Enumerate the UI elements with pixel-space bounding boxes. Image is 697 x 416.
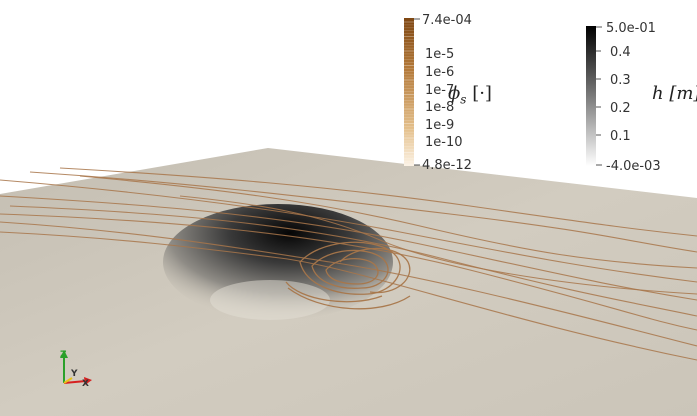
- x-axis-label: X: [82, 379, 89, 389]
- y-axis-line: [63, 377, 73, 384]
- streamline: [311, 249, 389, 289]
- phi-max-label: 7.4e-04: [422, 13, 472, 28]
- h-tick-0.2: 0.2: [610, 101, 631, 116]
- x-axis-line: [63, 380, 87, 384]
- phi-tick-1e-5: 1e-5: [425, 47, 454, 62]
- h-min-label: -4.0e-03: [606, 159, 661, 174]
- streamline: [285, 281, 383, 303]
- h-title-main: h: [652, 83, 664, 104]
- phi-colorbar-title: ϕs [·]: [448, 83, 492, 107]
- phi-tick-1e-8: 1e-8: [425, 100, 454, 115]
- z-axis-arrow: [60, 350, 68, 358]
- streamline: [0, 231, 697, 361]
- streamline: [325, 258, 379, 285]
- phi-colorbar: 7.4e-04 1e-5 1e-6 1e-7 1e-8 1e-9 1e-10 4…: [404, 13, 472, 173]
- phi-tick-1e-7: 1e-7: [425, 83, 454, 98]
- h-tick-0.1: 0.1: [610, 129, 631, 144]
- h-tick-0.3: 0.3: [610, 73, 631, 88]
- streamline: [179, 195, 697, 295]
- phi-colorbar-bar: [404, 18, 414, 166]
- streamline: [79, 175, 697, 269]
- axes-triad: Z X Y: [60, 350, 92, 389]
- phi-minor-ticks: [404, 21, 414, 165]
- h-title-unit: [m]: [669, 83, 697, 104]
- streamline: [0, 213, 697, 331]
- streamline: [0, 221, 697, 347]
- z-axis-label: Z: [60, 350, 67, 360]
- x-axis-arrow: [84, 377, 92, 385]
- phi-title-sub: s: [460, 92, 467, 107]
- hill-bump-shadow: [210, 280, 330, 320]
- streamline: [0, 179, 697, 283]
- streamlines: [0, 167, 697, 361]
- phi-min-label: 4.8e-12: [422, 158, 472, 173]
- streamline: [0, 195, 697, 301]
- h-colorbar-bar: [586, 26, 596, 166]
- streamline: [59, 167, 697, 237]
- streamline: [9, 205, 697, 317]
- phi-tick-1e-10: 1e-10: [425, 135, 463, 150]
- y-axis-label: Y: [70, 369, 78, 379]
- h-max-label: 5.0e-01: [606, 21, 656, 36]
- h-tick-0.4: 0.4: [610, 45, 631, 60]
- streamline: [29, 171, 697, 253]
- streamline: [299, 241, 401, 295]
- streamline: [339, 247, 411, 294]
- phi-tick-1e-6: 1e-6: [425, 65, 454, 80]
- streamline: [287, 287, 411, 310]
- h-colorbar: 5.0e-01 0.4 0.3 0.2 0.1 -4.0e-03: [586, 21, 661, 174]
- phi-title-main: ϕ: [448, 83, 461, 104]
- h-colorbar-title: h [m]: [652, 83, 697, 104]
- phi-title-unit: [·]: [472, 83, 492, 104]
- phi-tick-1e-9: 1e-9: [425, 118, 454, 133]
